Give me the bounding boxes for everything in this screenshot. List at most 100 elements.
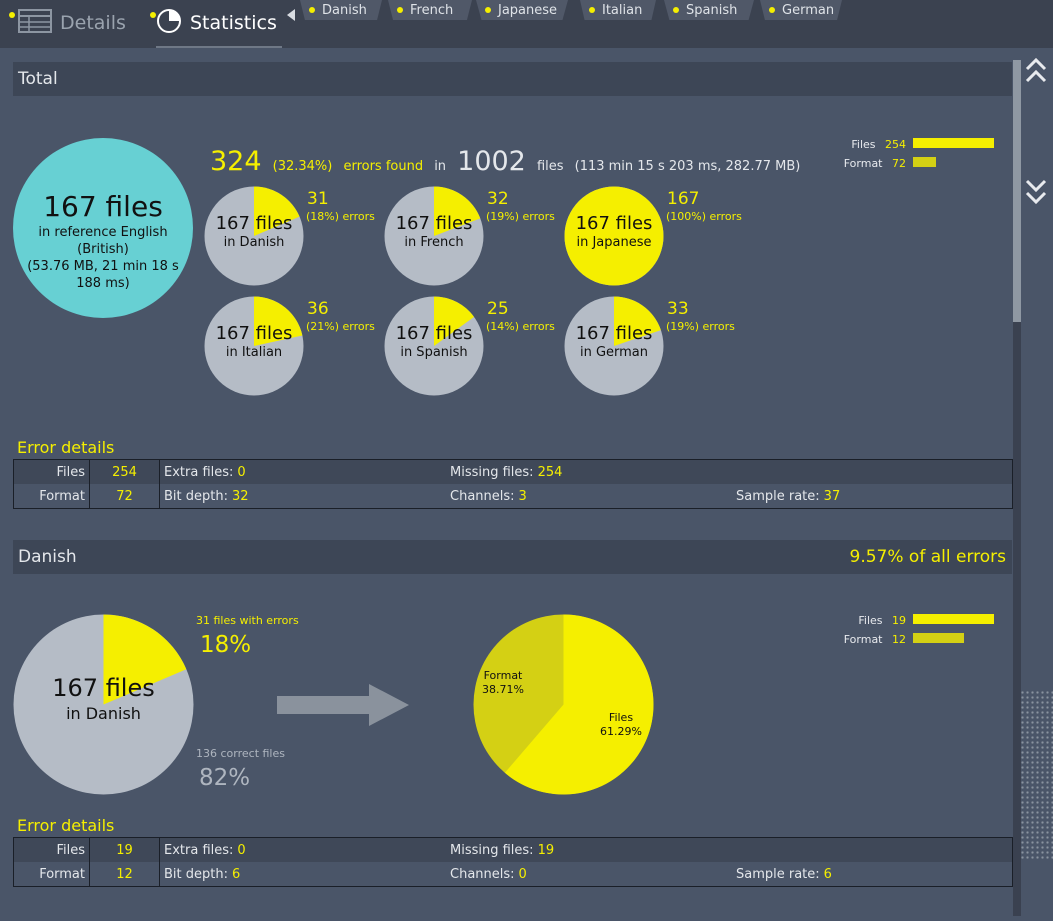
extra-files-cell: Extra files: 0 [160,460,447,485]
pie-error-slice [614,296,661,346]
reference-circle [13,138,193,318]
language-error-pct: (18%) errors [306,210,375,223]
pie-error-slice [564,186,664,286]
cell-label: Sample rate: [736,488,820,504]
pie-count: 167 files [575,213,653,234]
cell-value: 6 [231,866,241,882]
cell-value: 32 [231,488,249,504]
in-text: in [434,159,447,174]
cell-value: 6 [823,866,832,882]
pie-count: 167 files [575,323,653,344]
pie-files-slice [504,614,654,795]
sample-rate-cell: Sample rate: 6 [732,862,1013,887]
tab-spanish[interactable]: Spanish [664,0,754,20]
cell-label: Extra files: [164,842,234,858]
status-dot-icon [673,7,679,13]
row-value: 19 [89,837,160,862]
row-value: 12 [89,862,160,887]
language-error-count: 36 [307,299,329,319]
language-pie [384,296,484,396]
channels-cell: Channels: 3 [446,484,732,509]
legend-format-bar [913,633,964,643]
language-pie [384,186,484,286]
language-pie-label: 167 files in Danish [204,213,304,250]
pie-lang: in German [579,345,649,360]
status-dot-icon [397,7,403,13]
pie-count: 167 files [52,674,155,702]
reference-line3: (53.76 MB, 21 min 18 s [27,259,179,274]
table-icon [18,8,52,39]
legend-format-label: Format [843,633,883,646]
scrollbar-track[interactable] [1013,60,1021,916]
row-label: Files [13,459,90,484]
total-error-count: 324 [210,146,262,177]
row-label: Format [13,862,90,887]
tab-german[interactable]: German [760,0,842,20]
legend-format-value: 12 [892,633,906,646]
empty-cell [732,460,1013,485]
tab-danish[interactable]: Danish [300,0,382,20]
pie-error-slice [434,296,475,346]
row-label: Format [13,484,90,509]
scroll-to-top-icon[interactable] [1024,56,1048,90]
files-slice-label: Files 61.29% [596,711,646,739]
tab-french[interactable]: French [388,0,472,20]
language-error-count: 167 [667,189,700,209]
indicator-dot [9,12,15,18]
cell-value: 0 [237,842,246,858]
language-error-count: 33 [667,299,689,319]
errors-caption: 31 files with errors [196,614,299,627]
pie-error-slice [254,186,300,236]
language-pie [564,186,664,286]
files-word: files [536,159,564,174]
language-pie-label: 167 files in French [384,213,484,250]
language-error-pct: (19%) errors [666,320,735,333]
legend-files-value: 19 [892,614,906,627]
table-row: Format 12 Bit depth: 6 Channels: 0 Sample … [13,862,1013,887]
tab-statistics[interactable]: Statistics [156,0,282,48]
language-error-count: 25 [487,299,509,319]
tab-japanese[interactable]: Japanese [476,0,568,20]
legend-files-value: 254 [885,138,906,151]
status-dot-icon [485,7,491,13]
reference-label: 167 files in reference English (British)… [13,190,193,291]
tab-details[interactable]: Details [18,0,126,46]
arrow-right-icon [277,684,409,726]
pie-lang: in Italian [225,345,283,360]
tab-statistics-label: Statistics [190,12,277,34]
language-pie-label: 167 files in Japanese [564,213,664,250]
total-file-count: 1002 [457,146,526,177]
error-share: 9.57% of all errors [849,547,1006,567]
total-error-pct: (32.34%) [272,159,333,174]
cell-label: Missing files: [450,842,534,858]
pie-error-slice [434,186,481,236]
table-row: Files 19 Extra files: 0 Missing files: 19 [13,837,1013,862]
legend-files-bar [913,614,994,624]
channels-cell: Channels: 0 [446,862,732,887]
pie-lang: in Danish [223,235,285,250]
danish-pie-label: 167 files in Danish [13,674,194,723]
error-details-title: Error details [17,438,115,457]
legend-files-bar [913,138,994,148]
tab-details-label: Details [60,12,126,34]
language-pie-label: 167 files in Spanish [384,323,484,360]
tab-italian[interactable]: Italian [580,0,656,20]
section-title: Total [18,69,58,89]
table-row: Files 254 Extra files: 0 Missing files: 25… [13,459,1013,485]
pie-error-slice [103,614,187,705]
cell-label: Bit depth: [164,488,228,504]
status-dot-icon [589,7,595,13]
bit-depth-cell: Bit depth: 6 [160,862,447,887]
reference-line2: (British) [77,242,129,257]
missing-files-cell: Missing files: 254 [446,460,732,485]
section-header-total: Total [13,62,1012,96]
scroll-tabs-left-icon[interactable] [287,9,295,21]
pie-count: 167 files [395,213,473,234]
language-error-count: 32 [487,189,509,209]
row-value: 72 [89,484,160,509]
language-error-pct: (14%) errors [486,320,555,333]
scroll-to-bottom-icon[interactable] [1024,176,1048,210]
cell-value: 3 [518,488,527,504]
scrollbar-thumb[interactable] [1013,60,1021,322]
error-details-table: Files 19 Extra files: 0 Missing files: 19 … [13,837,1013,887]
